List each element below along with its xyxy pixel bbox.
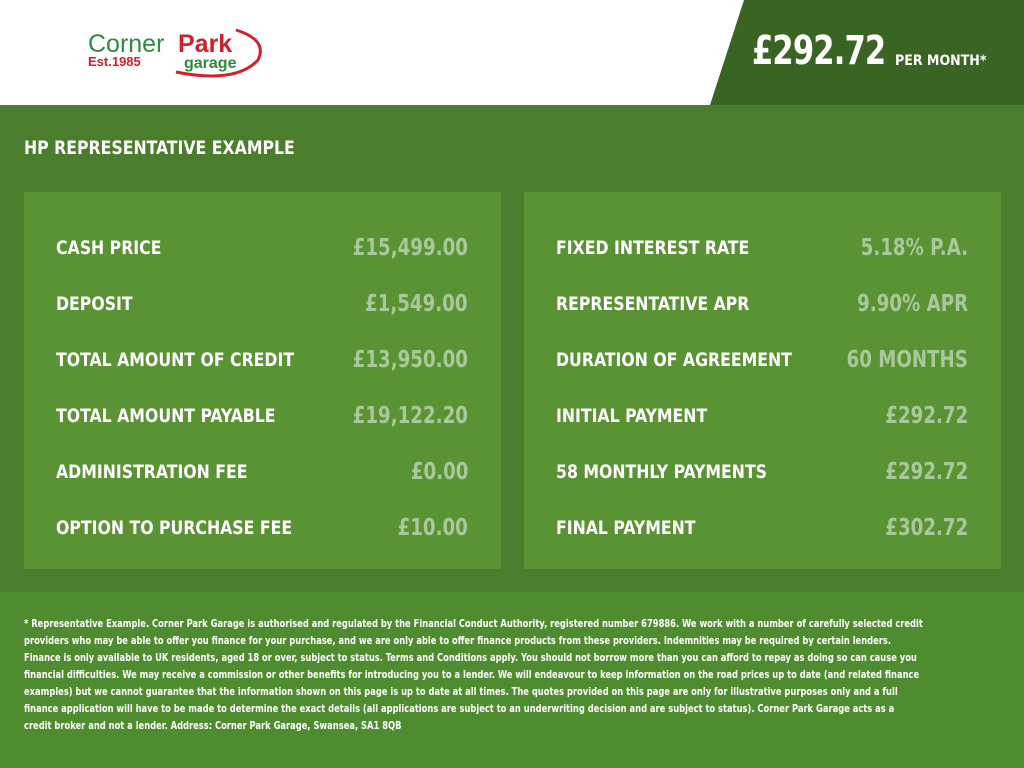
finance-row-total-credit: TOTAL AMOUNT OF CREDIT £13,950.00	[56, 332, 468, 388]
finance-row-apr: REPRESENTATIVE APR 9.90% APR	[556, 276, 968, 332]
row-value: £10.00	[397, 515, 468, 541]
row-label: FINAL PAYMENT	[556, 517, 696, 539]
row-value: £19,122.20	[352, 403, 468, 429]
section-title: HP REPRESENTATIVE EXAMPLE	[24, 137, 295, 159]
corner-park-logo: Corner Park Est.1985 garage	[88, 28, 262, 78]
finance-row-total-payable: TOTAL AMOUNT PAYABLE £19,122.20	[56, 388, 468, 444]
row-label: ADMINISTRATION FEE	[56, 461, 248, 483]
row-label: DEPOSIT	[56, 293, 133, 315]
row-label: CASH PRICE	[56, 237, 162, 259]
row-label: 58 MONTHLY PAYMENTS	[556, 461, 768, 483]
row-value: £13,950.00	[352, 347, 468, 373]
finance-row-final-payment: FINAL PAYMENT £302.72	[556, 500, 968, 556]
row-value: £15,499.00	[352, 235, 468, 261]
monthly-price: £292.72	[752, 28, 886, 74]
row-value: £292.72	[885, 403, 968, 429]
finance-row-interest-rate: FIXED INTEREST RATE 5.18% P.A.	[556, 220, 968, 276]
row-value: 9.90% APR	[857, 291, 968, 317]
row-value: 5.18% P.A.	[860, 235, 968, 261]
row-value: £302.72	[885, 515, 968, 541]
row-value: £0.00	[410, 459, 468, 485]
disclaimer-footer: * Representative Example. Corner Park Ga…	[0, 592, 1024, 768]
row-label: TOTAL AMOUNT PAYABLE	[56, 405, 276, 427]
row-label: REPRESENTATIVE APR	[556, 293, 750, 315]
row-value: £292.72	[885, 459, 968, 485]
finance-row-initial-payment: INITIAL PAYMENT £292.72	[556, 388, 968, 444]
row-label: DURATION OF AGREEMENT	[556, 349, 792, 371]
disclaimer-text: * Representative Example. Corner Park Ga…	[24, 618, 923, 732]
finance-row-admin-fee: ADMINISTRATION FEE £0.00	[56, 444, 468, 500]
row-value: 60 MONTHS	[846, 347, 968, 373]
finance-row-monthly-payments: 58 MONTHLY PAYMENTS £292.72	[556, 444, 968, 500]
row-label: INITIAL PAYMENT	[556, 405, 708, 427]
logo-established: Est.1985	[88, 54, 141, 69]
finance-row-deposit: DEPOSIT £1,549.00	[56, 276, 468, 332]
right-finance-panel: FIXED INTEREST RATE 5.18% P.A. REPRESENTA…	[524, 192, 1001, 569]
logo-corner: Corner	[88, 30, 164, 58]
logo-park: Park	[178, 30, 232, 58]
row-value: £1,549.00	[365, 291, 468, 317]
logo-garage: garage	[184, 55, 237, 72]
finance-row-duration: DURATION OF AGREEMENT 60 MONTHS	[556, 332, 968, 388]
row-label: TOTAL AMOUNT OF CREDIT	[56, 349, 295, 371]
price-band	[710, 0, 1024, 105]
per-month-label: PER MONTH*	[895, 53, 987, 69]
finance-row-cash-price: CASH PRICE £15,499.00	[56, 220, 468, 276]
left-finance-panel: CASH PRICE £15,499.00 DEPOSIT £1,549.00 TO…	[24, 192, 501, 569]
row-label: OPTION TO PURCHASE FEE	[56, 517, 293, 539]
finance-row-option-fee: OPTION TO PURCHASE FEE £10.00	[56, 500, 468, 556]
row-label: FIXED INTEREST RATE	[556, 237, 750, 259]
